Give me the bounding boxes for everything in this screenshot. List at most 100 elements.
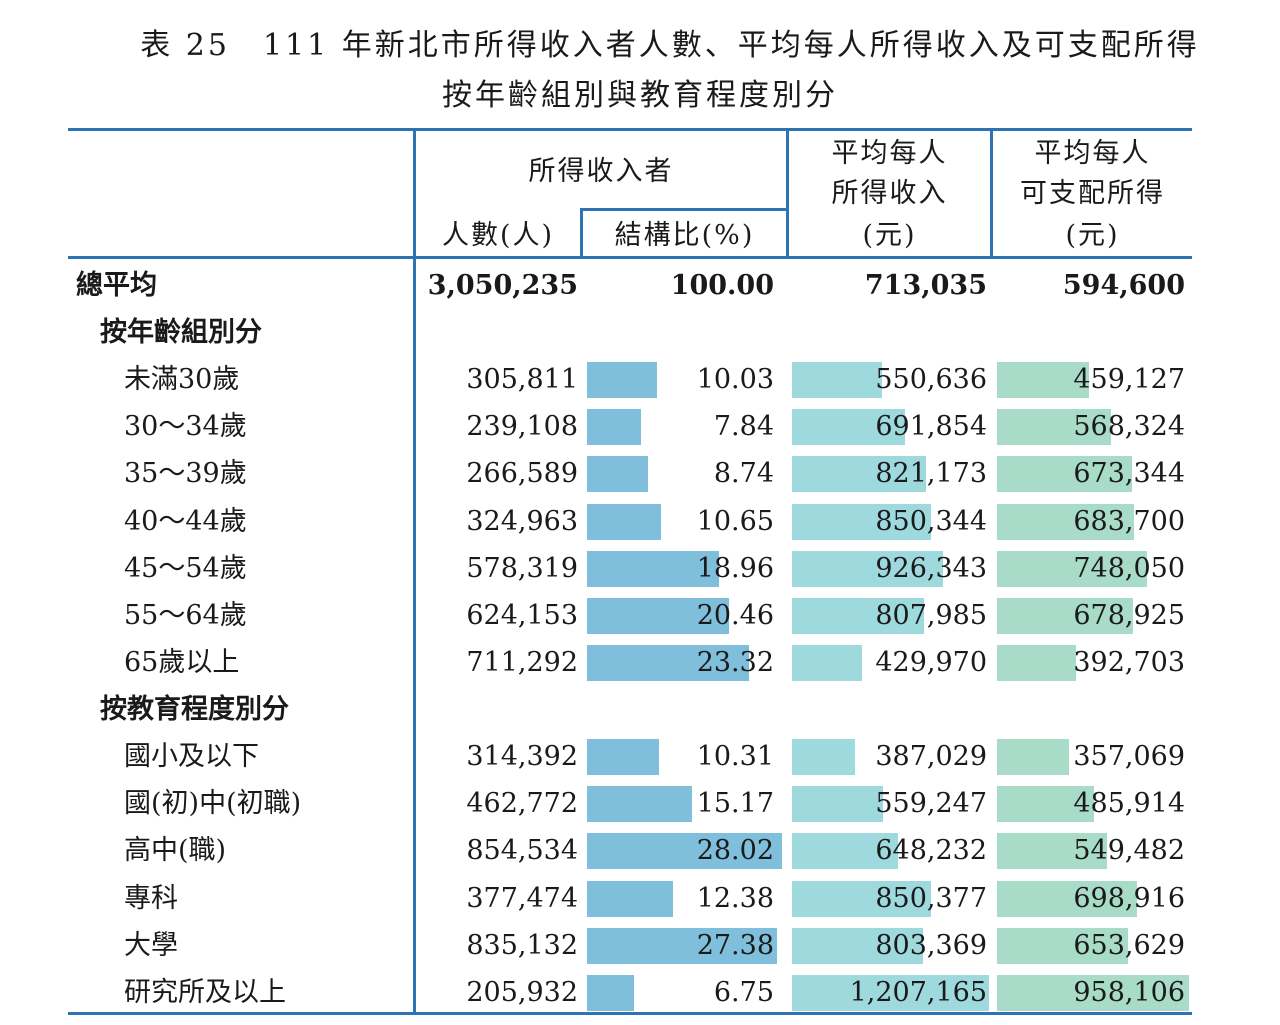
- row-income: 559,247: [875, 788, 987, 820]
- row-count: 239,108: [466, 411, 578, 443]
- row-count: 266,589: [466, 458, 578, 490]
- section-edu-label: 按教育程度別分: [100, 694, 289, 725]
- ratio-bar: [587, 975, 634, 1011]
- income-bar: [792, 975, 989, 1011]
- header-income-l1: 平均每人: [831, 138, 948, 169]
- row-income: 807,985: [875, 600, 987, 631]
- row-label: 大學: [124, 929, 178, 961]
- bottom-rule: [68, 1012, 1192, 1015]
- col-divider-1: [413, 128, 416, 1015]
- row-ratio: 10.03: [696, 364, 774, 395]
- disposable-bar: [997, 645, 1076, 682]
- row-count: 711,292: [466, 647, 578, 679]
- row-income: 850,344: [875, 505, 987, 537]
- row-count: 854,534: [466, 835, 578, 867]
- total-ratio: 100.00: [670, 270, 774, 301]
- header-count: 人數(人): [441, 220, 555, 251]
- income-bar: [792, 362, 882, 398]
- row-ratio: 15.17: [696, 788, 774, 820]
- ratio-bar: [587, 739, 659, 775]
- table-row: 45～54歲 578,319 18.96 926,343 748,050: [0, 545, 1280, 592]
- top-rule: [68, 128, 1192, 131]
- row-count: 624,153: [466, 600, 578, 631]
- row-ratio: 20.46: [696, 600, 774, 631]
- header-disp-l2: 可支配所得: [1020, 178, 1165, 209]
- row-label: 40～44歲: [124, 505, 247, 537]
- header-ratio: 結構比(%): [614, 220, 755, 251]
- section-age-label: 按年齡組別分: [100, 317, 262, 348]
- row-disposable: 485,914: [1073, 788, 1185, 820]
- header-disp-l1: 平均每人: [1034, 138, 1151, 169]
- disposable-bar: [997, 362, 1089, 398]
- row-ratio: 28.02: [696, 835, 774, 867]
- ratio-bar: [587, 598, 730, 634]
- row-disposable: 392,703: [1073, 647, 1185, 679]
- total-income: 713,035: [864, 270, 987, 301]
- income-bar: [792, 503, 931, 540]
- row-label: 55～64歲: [124, 600, 247, 631]
- row-disposable: 958,106: [1073, 977, 1185, 1008]
- row-income: 1,207,165: [849, 977, 987, 1008]
- total-count: 3,050,235: [427, 270, 578, 301]
- row-disposable: 748,050: [1073, 552, 1185, 584]
- ratio-bar: [587, 503, 661, 540]
- row-ratio: 27.38: [696, 929, 774, 961]
- row-ratio: 10.31: [696, 741, 774, 772]
- ratio-bar: [587, 362, 657, 398]
- income-bar: [792, 550, 944, 587]
- row-disposable: 549,482: [1073, 835, 1185, 867]
- header-disp-l3: (元): [1065, 220, 1120, 251]
- row-count: 324,963: [466, 505, 578, 537]
- disposable-bar: [997, 880, 1138, 917]
- row-ratio: 12.38: [696, 882, 774, 914]
- row-income: 387,029: [875, 741, 987, 772]
- ratio-bar: [587, 927, 778, 964]
- row-disposable: 673,344: [1073, 458, 1185, 490]
- table-row: 國(初)中(初職) 462,772 15.17 559,247 485,914: [0, 780, 1280, 827]
- row-ratio: 23.32: [696, 647, 774, 679]
- table-row: 高中(職) 854,534 28.02 648,232 549,482: [0, 827, 1280, 874]
- row-ratio: 7.84: [713, 411, 774, 443]
- disposable-bar: [997, 975, 1189, 1011]
- disposable-bar: [997, 550, 1147, 587]
- row-count: 377,474: [466, 882, 578, 914]
- row-income: 850,377: [875, 882, 987, 914]
- row-label: 65歲以上: [124, 647, 240, 679]
- section-age-row: 按年齡組別分: [0, 309, 1280, 356]
- income-bar: [792, 833, 898, 870]
- earners-underline: [582, 208, 788, 211]
- col-divider-2: [786, 128, 789, 259]
- table-row: 大學 835,132 27.38 803,369 653,629: [0, 922, 1280, 969]
- row-label: 未滿30歲: [124, 364, 240, 395]
- row-label: 國小及以下: [124, 741, 259, 772]
- table-title-line2: 按年齡組別與教育程度別分: [442, 78, 838, 113]
- row-count: 462,772: [466, 788, 578, 820]
- income-bar: [792, 880, 931, 917]
- disposable-bar: [997, 833, 1108, 870]
- row-count: 835,132: [466, 929, 578, 961]
- row-disposable: 653,629: [1073, 929, 1185, 961]
- income-bar: [792, 409, 905, 446]
- disposable-bar: [997, 739, 1069, 775]
- income-bar: [792, 456, 926, 493]
- income-bar: [792, 786, 884, 823]
- row-ratio: 18.96: [696, 552, 774, 584]
- row-label: 30～34歲: [124, 411, 247, 443]
- row-income: 821,173: [875, 458, 987, 490]
- ratio-bar: [587, 456, 648, 493]
- ratio-bar: [587, 786, 693, 823]
- row-disposable: 357,069: [1073, 741, 1185, 772]
- row-ratio: 8.74: [713, 458, 774, 490]
- row-disposable: 678,925: [1073, 600, 1185, 631]
- disposable-bar: [997, 409, 1111, 446]
- table-row: 國小及以下 314,392 10.31 387,029 357,069: [0, 733, 1280, 780]
- row-ratio: 10.65: [696, 505, 774, 537]
- ratio-bar: [587, 833, 782, 870]
- header-income-l3: (元): [862, 220, 917, 251]
- row-count: 305,811: [466, 364, 578, 395]
- row-label: 高中(職): [124, 835, 227, 867]
- total-disposable: 594,600: [1062, 270, 1185, 301]
- income-bar: [792, 598, 924, 634]
- disposable-bar: [997, 927, 1128, 964]
- ratio-bar: [587, 645, 749, 682]
